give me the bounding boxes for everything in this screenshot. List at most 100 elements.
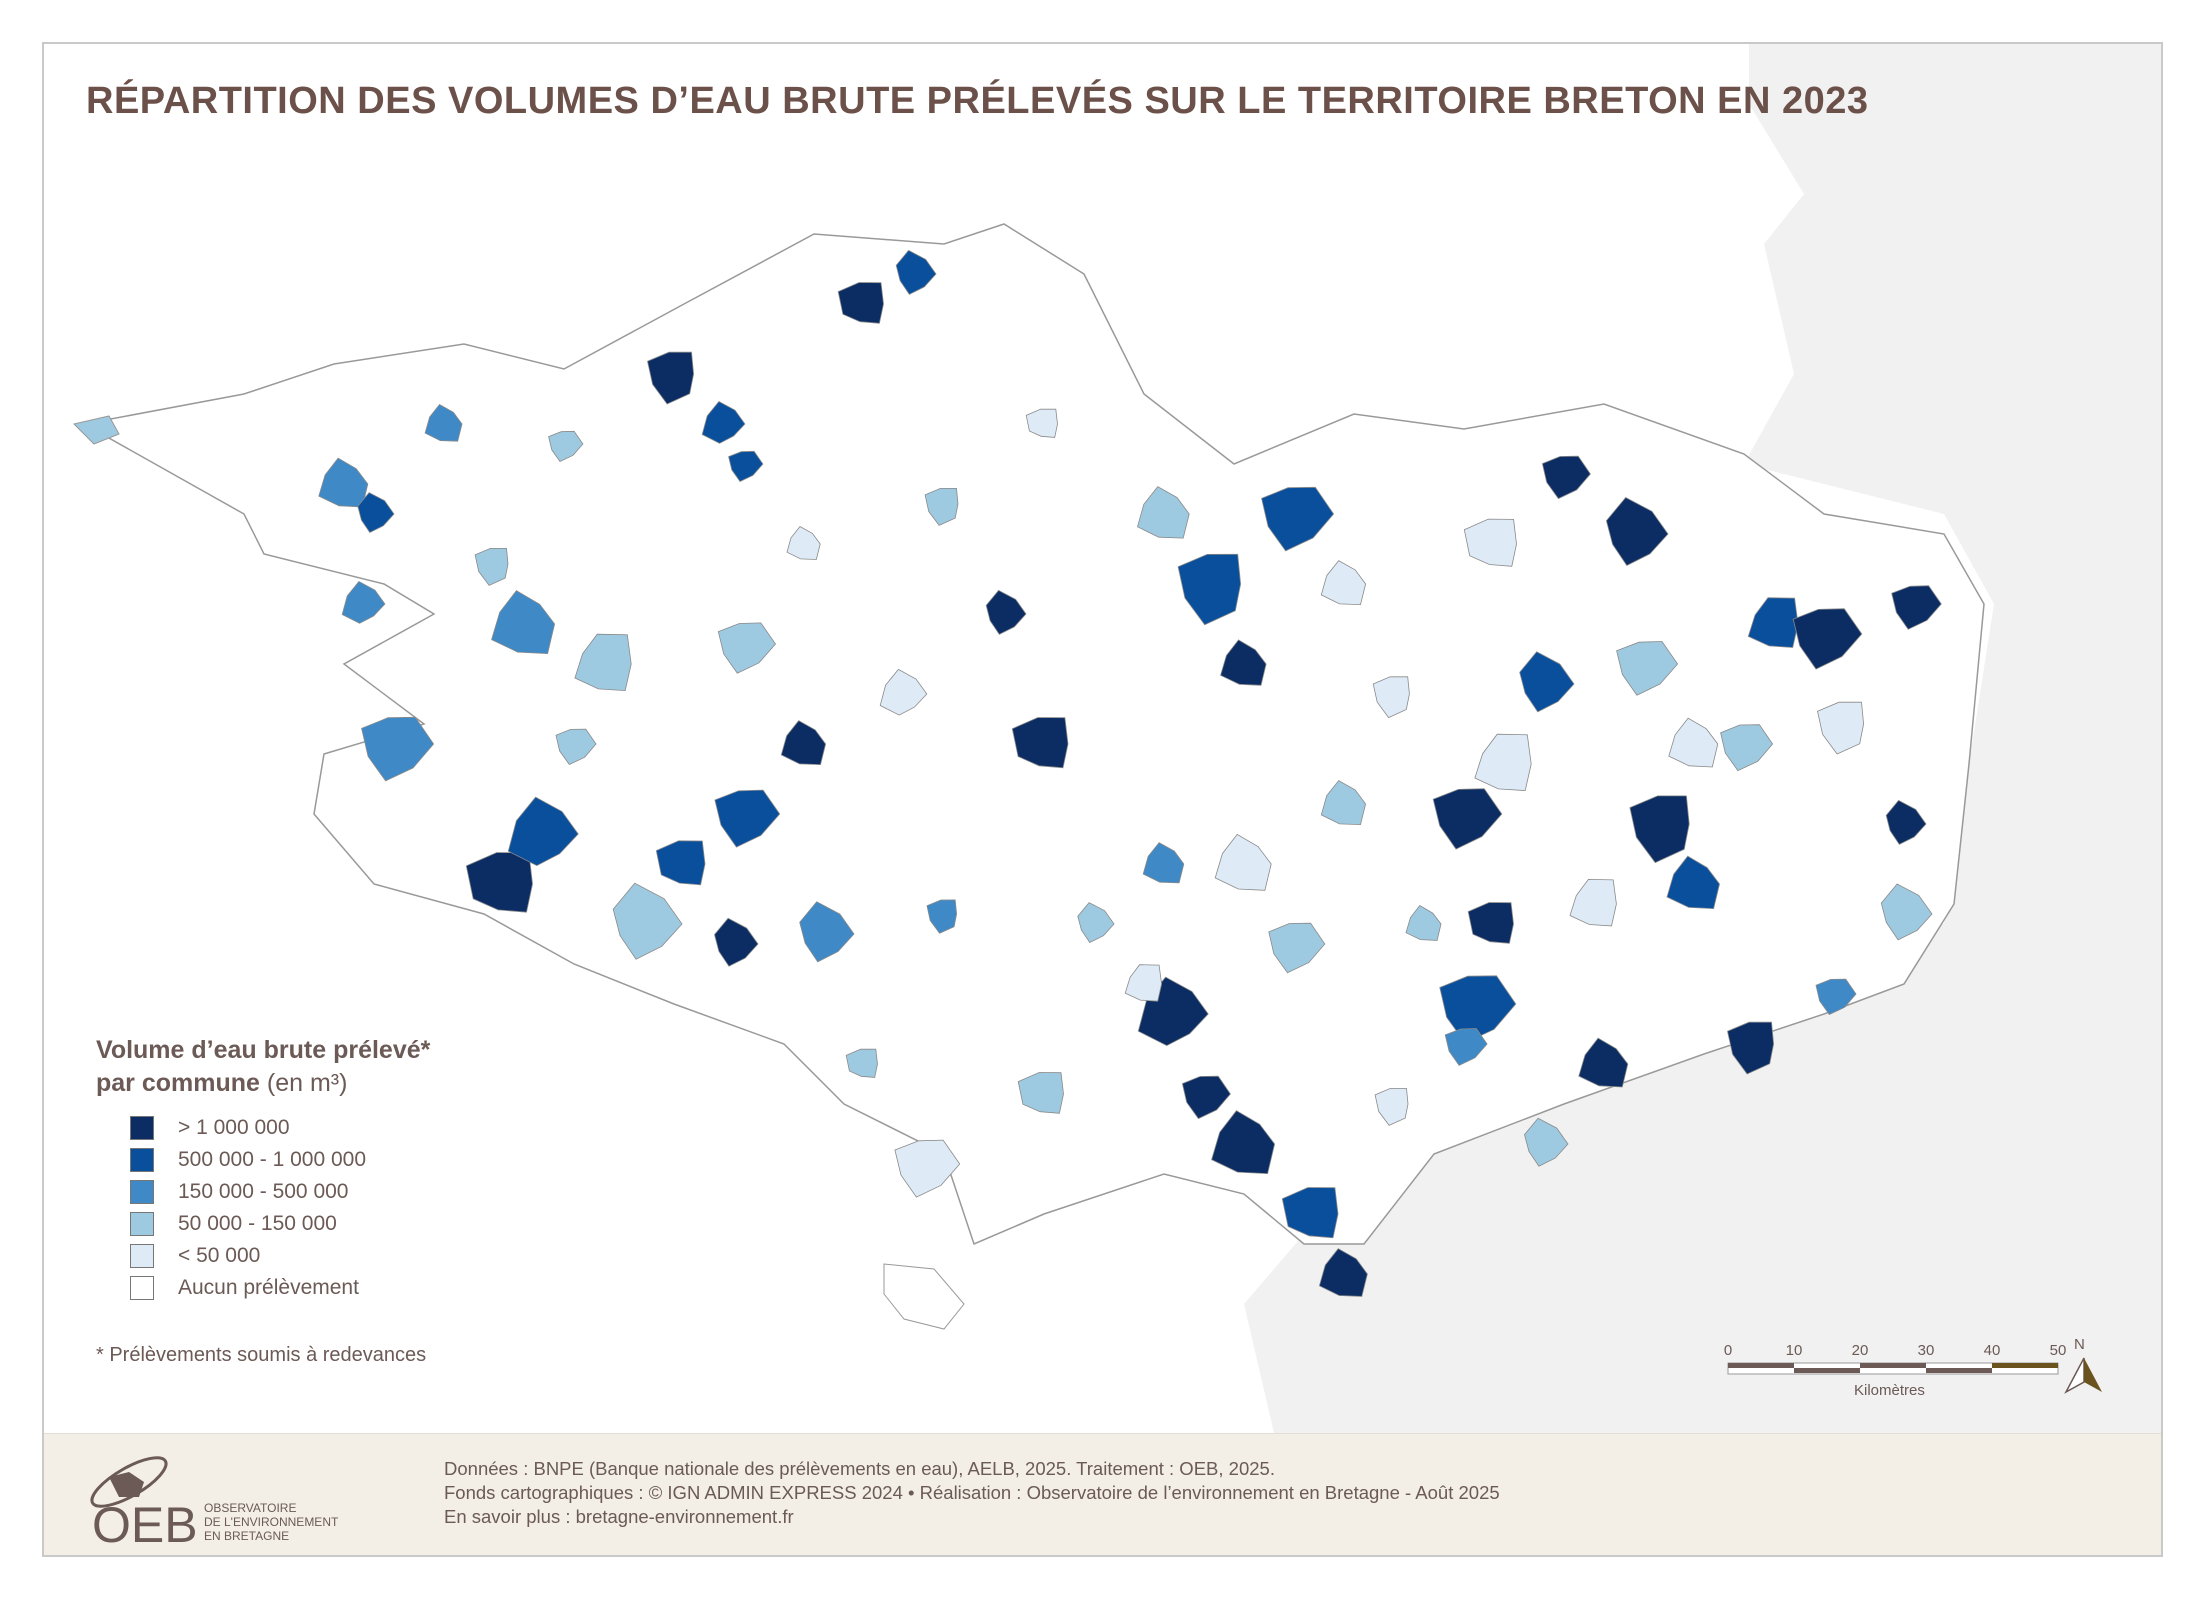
commune-polygon (924, 488, 959, 526)
commune-polygon (1181, 1075, 1231, 1120)
commune-polygon (507, 796, 579, 867)
commune-polygon (879, 668, 928, 716)
commune-polygon (474, 548, 509, 586)
legend-swatch (130, 1276, 154, 1300)
svg-text:OEB: OEB (92, 1497, 198, 1552)
commune-polygon (1137, 486, 1190, 539)
commune-polygon (717, 622, 777, 674)
commune-polygon (1629, 795, 1690, 864)
commune-polygon (1439, 975, 1517, 1044)
commune-polygon (1885, 799, 1927, 845)
commune-polygon (1815, 978, 1857, 1016)
commune-polygon (1467, 902, 1514, 944)
legend-swatch (130, 1180, 154, 1204)
commune-polygon (612, 882, 683, 960)
map-title: RÉPARTITION DES VOLUMES D’EAU BRUTE PRÉL… (86, 80, 1869, 122)
commune-polygon (1372, 676, 1410, 719)
commune-polygon (714, 917, 759, 967)
footer: OEB OBSERVATOIRE DE L'ENVIRONNEMENT EN B… (44, 1433, 2161, 1555)
commune-polygon (357, 492, 395, 534)
svg-text:EN BRETAGNE: EN BRETAGNE (204, 1529, 289, 1543)
commune-polygon (548, 430, 584, 463)
svg-text:DE L'ENVIRONNEMENT: DE L'ENVIRONNEMENT (204, 1515, 339, 1529)
commune-polygon (926, 899, 958, 934)
commune-polygon (1177, 553, 1242, 626)
commune-polygon (1578, 1037, 1629, 1088)
commune-polygon (1220, 639, 1267, 686)
commune-polygon (1268, 922, 1326, 974)
scale-unit: Kilomètres (1854, 1382, 1925, 1399)
scale-tick-label: 40 (1983, 1342, 2001, 1359)
legend-label: 150 000 - 500 000 (178, 1180, 349, 1203)
commune-polygon (1666, 855, 1720, 910)
commune-polygon (555, 728, 597, 766)
commune-polygon (780, 720, 827, 766)
legend-label: Aucun prélèvement (178, 1276, 359, 1299)
footnote: * Prélèvements soumis à redevances (96, 1344, 427, 1366)
legend-title-line1: Volume d’eau brute prélevé* (96, 1036, 431, 1064)
commune-polygon (1077, 902, 1115, 944)
legend-item: 50 000 - 150 000 (130, 1208, 430, 1240)
commune-polygon (1405, 904, 1442, 941)
commune-polygon (1374, 1088, 1409, 1126)
commune-polygon (1474, 733, 1532, 792)
commune-polygon (491, 590, 556, 655)
commune-polygon (1211, 1110, 1276, 1175)
commune-polygon (799, 901, 855, 963)
legend-title-line2: par commune (96, 1069, 260, 1097)
commune-polygon (1320, 560, 1367, 606)
legend-swatch (130, 1116, 154, 1140)
legend-item: < 50 000 (130, 1240, 430, 1272)
commune-polygon (655, 840, 706, 886)
commune-polygon (1025, 408, 1058, 438)
commune-polygons (318, 249, 1942, 1297)
legend-label: 50 000 - 150 000 (178, 1212, 337, 1235)
commune-polygon (1727, 1021, 1775, 1075)
legend-item: > 1 000 000 (130, 1112, 430, 1144)
legend-item: Aucun prélèvement (130, 1272, 430, 1304)
legend-unit: (en m³) (266, 1069, 348, 1097)
commune-polygon (647, 351, 695, 405)
commune-polygon (1124, 964, 1163, 1002)
island-ouessant (73, 415, 120, 445)
legend-swatch (130, 1212, 154, 1236)
island-belle-ile (883, 1263, 965, 1330)
legend-swatch (130, 1244, 154, 1268)
commune-polygon (424, 403, 463, 442)
legend-label: < 50 000 (178, 1244, 261, 1267)
commune-polygon (1432, 788, 1503, 850)
commune-polygon (1720, 724, 1774, 772)
commune-polygon (1792, 608, 1863, 670)
commune-polygon (1616, 641, 1679, 696)
scale-tick-label: 20 (1851, 1342, 1869, 1359)
commune-polygon (985, 589, 1027, 635)
footer-credits: Fonds cartographiques : © IGN ADMIN EXPR… (444, 1482, 1500, 1503)
commune-polygon (1320, 780, 1367, 826)
footer-data-source: Données : BNPE (Banque nationale des pré… (444, 1458, 1275, 1479)
commune-polygon (1880, 883, 1933, 941)
map-canvas (73, 44, 2161, 1433)
legend-title: Volume d’eau brute prélevé* par commune … (96, 1034, 430, 1100)
commune-polygon (845, 1048, 878, 1078)
commune-polygon (728, 450, 764, 483)
scale-bar-graphic (1727, 1362, 2059, 1375)
commune-polygon (1444, 1028, 1488, 1066)
commune-polygon (1519, 651, 1575, 713)
north-label: N (2074, 1336, 2085, 1353)
commune-polygon (1541, 455, 1591, 500)
oeb-logo: OEB OBSERVATOIRE DE L'ENVIRONNEMENT EN B… (90, 1456, 339, 1552)
commune-polygon (701, 400, 746, 444)
north-arrow-icon (2064, 1357, 2102, 1394)
commune-polygon (1142, 842, 1185, 884)
commune-polygon (341, 580, 386, 624)
commune-polygon (894, 1139, 961, 1198)
scale-tick-label: 30 (1917, 1342, 1935, 1359)
footer-more-info-link[interactable]: En savoir plus : bretagne-environnement.… (444, 1506, 794, 1527)
legend-item: 500 000 - 1 000 000 (130, 1144, 430, 1176)
legend-label: > 1 000 000 (178, 1116, 290, 1139)
commune-polygon (786, 525, 821, 560)
commune-polygon (714, 789, 781, 848)
commune-polygon (1569, 878, 1617, 927)
scale-bar: 0 10 20 30 40 50 Kilomètres N (1724, 1336, 2102, 1422)
commune-polygon (1891, 585, 1942, 630)
